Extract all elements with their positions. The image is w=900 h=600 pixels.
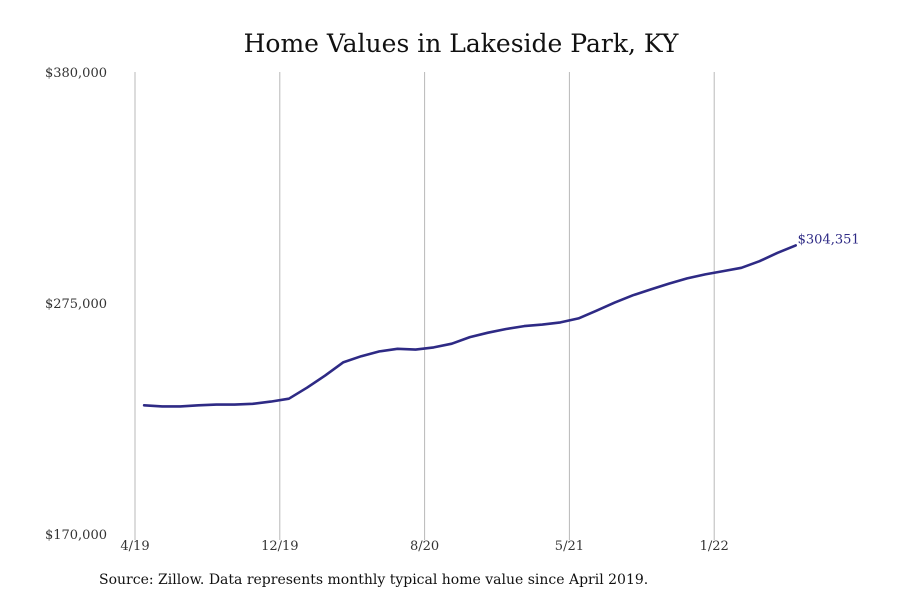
- y-tick-label: $380,000: [45, 66, 107, 81]
- series-line: [142, 244, 798, 408]
- x-tick-label: 12/19: [261, 539, 298, 554]
- y-tick-label: $275,000: [45, 297, 107, 312]
- x-tick-label: 1/22: [700, 539, 729, 554]
- y-tick-label: $170,000: [45, 528, 107, 543]
- x-tick-label: 4/19: [120, 539, 149, 554]
- y-axis-tick-labels: $170,000 $275,000 $380,000: [45, 66, 107, 543]
- chart-title: Home Values in Lakeside Park, KY: [244, 29, 679, 58]
- series-group: $304,351: [142, 232, 860, 408]
- series-end-label: $304,351: [798, 232, 860, 247]
- x-tick-label: 8/20: [410, 539, 439, 554]
- source-note: Source: Zillow. Data represents monthly …: [99, 572, 649, 588]
- x-axis-tick-labels: 4/19 12/19 8/20 5/21 1/22: [120, 539, 728, 554]
- vertical-gridlines: [134, 72, 715, 540]
- x-tick-label: 5/21: [555, 539, 584, 554]
